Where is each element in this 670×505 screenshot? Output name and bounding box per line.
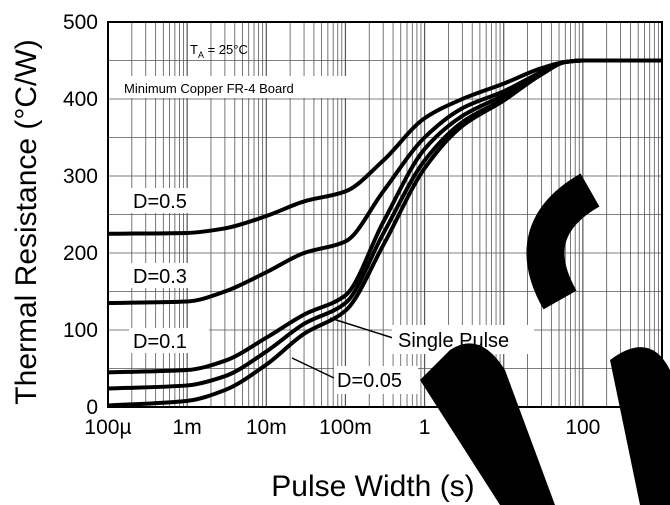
y-axis-title: Thermal Resistance (°C/W) bbox=[10, 39, 43, 404]
plot-frame bbox=[107, 21, 663, 408]
x-tick-label: 10m bbox=[246, 416, 287, 439]
y-tick-label: 300 bbox=[63, 165, 98, 188]
y-tick-label: 500 bbox=[63, 11, 98, 34]
series-label-bg bbox=[129, 328, 209, 353]
x-tick-label: 100m bbox=[319, 416, 372, 439]
d005-label: D=0.05 bbox=[337, 370, 402, 392]
x-tick-label: 100µ bbox=[84, 416, 131, 439]
single-pulse-leader bbox=[329, 317, 394, 339]
series-label: D=0.5 bbox=[133, 191, 187, 213]
series-line-single-pulse bbox=[107, 58, 662, 408]
x-tick-label: 1m bbox=[173, 416, 202, 439]
y-tick-label: 100 bbox=[63, 319, 98, 342]
d005-bg bbox=[334, 366, 418, 394]
x-tick-label: 100 bbox=[565, 416, 600, 439]
y-tick-label: 200 bbox=[63, 242, 98, 265]
d005-leader bbox=[291, 357, 335, 379]
series-label: D=0.1 bbox=[133, 331, 187, 353]
series-label: D=0.3 bbox=[133, 266, 187, 288]
series-label-bg bbox=[129, 263, 209, 288]
y-tick-label: 400 bbox=[63, 88, 98, 111]
x-tick-label: 1 bbox=[419, 416, 431, 439]
series-label-bg bbox=[129, 188, 209, 213]
watermark bbox=[420, 173, 670, 505]
ambient-temperature-label: TA = 25°C bbox=[190, 42, 248, 60]
x-axis-title: Pulse Width (s) bbox=[271, 470, 474, 503]
board-label-bg bbox=[120, 76, 368, 98]
board-label: Minimum Copper FR-4 Board bbox=[124, 81, 294, 96]
y-tick-label: 0 bbox=[86, 396, 98, 419]
curves bbox=[107, 58, 662, 408]
